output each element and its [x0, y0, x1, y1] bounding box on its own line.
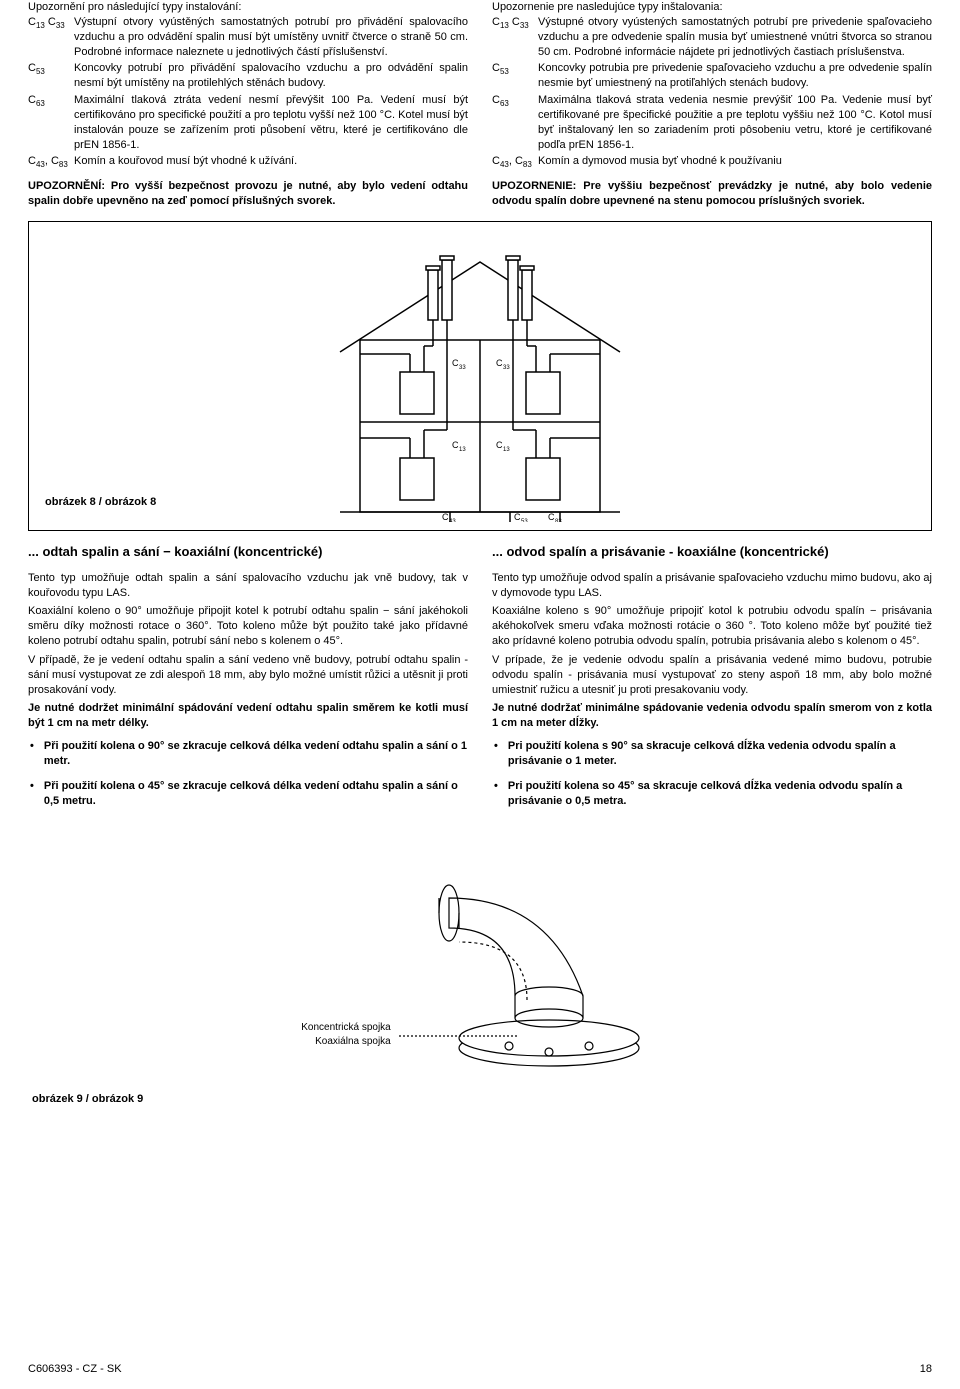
type-label: C53	[492, 61, 538, 91]
type-text: Maximálna tlaková strata vedenia nesmie …	[538, 93, 932, 152]
p-cz-2: Koaxiální koleno o 90° umožňuje připojit…	[28, 604, 468, 649]
type-label: C43, C83	[492, 154, 538, 171]
top-columns: Upozornění pro následující typy instalov…	[28, 0, 932, 209]
bullets-cz: Při použití kolena o 90° se zkracuje cel…	[28, 739, 468, 808]
type-label: C13 C33	[28, 15, 74, 60]
col-cz: Upozornění pro následující typy instalov…	[28, 0, 468, 209]
p-cz-1: Tento typ umožňuje odtah spalin a sání s…	[28, 571, 468, 601]
svg-text:13: 13	[459, 447, 466, 453]
svg-text:43: 43	[449, 519, 456, 522]
svg-text:83: 83	[555, 519, 562, 522]
sec-title-sk: ... odvod spalín a prisávanie - koaxiáln…	[492, 543, 932, 561]
mid-col-sk: ... odvod spalín a prisávanie - koaxiáln…	[492, 537, 932, 818]
type-label: C43, C83	[28, 154, 74, 171]
svg-text:13: 13	[503, 447, 510, 453]
figure-8-box: C33 C33 C13 C13 C43 C53 C83 obrázek 8 / …	[28, 221, 932, 531]
p-sk-2: Koaxiálne koleno s 90° umožňuje pripojiť…	[492, 604, 932, 649]
fig9-label2: Koaxiálna spojka	[301, 1035, 391, 1049]
type-entry: C13 C33Výstupné otvory vyústených samost…	[492, 15, 932, 60]
svg-text:C: C	[452, 440, 459, 450]
svg-text:C: C	[514, 512, 521, 522]
svg-text:C: C	[496, 440, 503, 450]
p-cz-4: Je nutné dodržet minimální spádování ved…	[28, 701, 468, 731]
figure-9-area: Koncentrická spojka Koaxiálna spojka	[28, 838, 932, 1086]
p-sk-1: Tento typ umožňuje odvod spalín a prisáv…	[492, 571, 932, 601]
b-sk-1: Pri použití kolena s 90° sa skracuje cel…	[508, 739, 932, 769]
p-cz-3: V případě, že je vedení odtahu spalin a …	[28, 653, 468, 698]
b-sk-2: Pri použití kolena so 45° sa skracuje ce…	[508, 779, 932, 809]
svg-text:C: C	[452, 358, 459, 368]
svg-text:33: 33	[459, 365, 466, 371]
mid-columns: ... odtah spalin a sání − koaxiální (kon…	[28, 537, 932, 818]
bullets-sk: Pri použití kolena s 90° sa skracuje cel…	[492, 739, 932, 808]
type-entry: C53Koncovky potrubí pro přivádění spalov…	[28, 61, 468, 91]
type-text: Koncovky potrubia pre privedenie spaľova…	[538, 61, 932, 91]
svg-text:33: 33	[503, 365, 510, 371]
fig9-label1: Koncentrická spojka	[301, 1021, 391, 1035]
sec-title-cz: ... odtah spalin a sání − koaxiální (kon…	[28, 543, 468, 561]
intro-sk: Upozornenie pre nasledujúce typy inštalo…	[492, 0, 932, 15]
type-label: C13 C33	[492, 15, 538, 60]
type-text: Komín a dymovod musia byť vhodné k použí…	[538, 154, 932, 171]
footer-page: 18	[920, 1362, 932, 1377]
svg-text:C: C	[442, 512, 449, 522]
b-cz-1: Při použití kolena o 90° se zkracuje cel…	[44, 739, 468, 769]
p-sk-4: Je nutné dodržať minimálne spádovanie ve…	[492, 701, 932, 731]
type-label: C63	[28, 93, 74, 152]
house-diagram: C33 C33 C13 C13 C43 C53 C83	[300, 242, 660, 522]
elbow-diagram	[399, 858, 659, 1078]
type-entry: C63Maximální tlaková ztráta vedení nesmí…	[28, 93, 468, 152]
type-text: Výstupní otvory vyústěných samostatných …	[74, 15, 468, 60]
warn-sk: UPOZORNENIE: Pre vyššiu bezpečnosť prevá…	[492, 179, 932, 209]
warn-cz: UPOZORNĚNÍ: Pro vyšší bezpečnost provozu…	[28, 179, 468, 209]
type-entry: C13 C33Výstupní otvory vyústěných samost…	[28, 15, 468, 60]
type-entry: C43, C83Komín a dymovod musia byť vhodné…	[492, 154, 932, 171]
type-text: Maximální tlaková ztráta vedení nesmí př…	[74, 93, 468, 152]
svg-text:C: C	[496, 358, 503, 368]
mid-col-cz: ... odtah spalin a sání − koaxiální (kon…	[28, 537, 468, 818]
b-cz-2: Při použití kolena o 45° se zkracuje cel…	[44, 779, 468, 809]
col-sk: Upozornenie pre nasledujúce typy inštalo…	[492, 0, 932, 209]
type-text: Výstupné otvory vyústených samostatných …	[538, 15, 932, 60]
type-label: C53	[28, 61, 74, 91]
page-footer: C606393 - CZ - SK 18	[28, 1362, 932, 1377]
svg-text:53: 53	[521, 519, 528, 522]
p-sk-3: V prípade, že je vedenie odvodu spalín a…	[492, 653, 932, 698]
svg-text:C: C	[548, 512, 555, 522]
fig8-caption: obrázek 8 / obrázok 8	[45, 495, 156, 510]
intro-cz: Upozornění pro následující typy instalov…	[28, 0, 468, 15]
fig9-caption: obrázek 9 / obrázok 9	[32, 1092, 932, 1107]
type-entry: C63Maximálna tlaková strata vedenia nesm…	[492, 93, 932, 152]
type-text: Komín a kouřovod musí být vhodné k užívá…	[74, 154, 468, 171]
type-label: C63	[492, 93, 538, 152]
type-entry: C53Koncovky potrubia pre privedenie spaľ…	[492, 61, 932, 91]
footer-code: C606393 - CZ - SK	[28, 1362, 122, 1377]
type-entry: C43, C83Komín a kouřovod musí být vhodné…	[28, 154, 468, 171]
type-text: Koncovky potrubí pro přivádění spalovací…	[74, 61, 468, 91]
